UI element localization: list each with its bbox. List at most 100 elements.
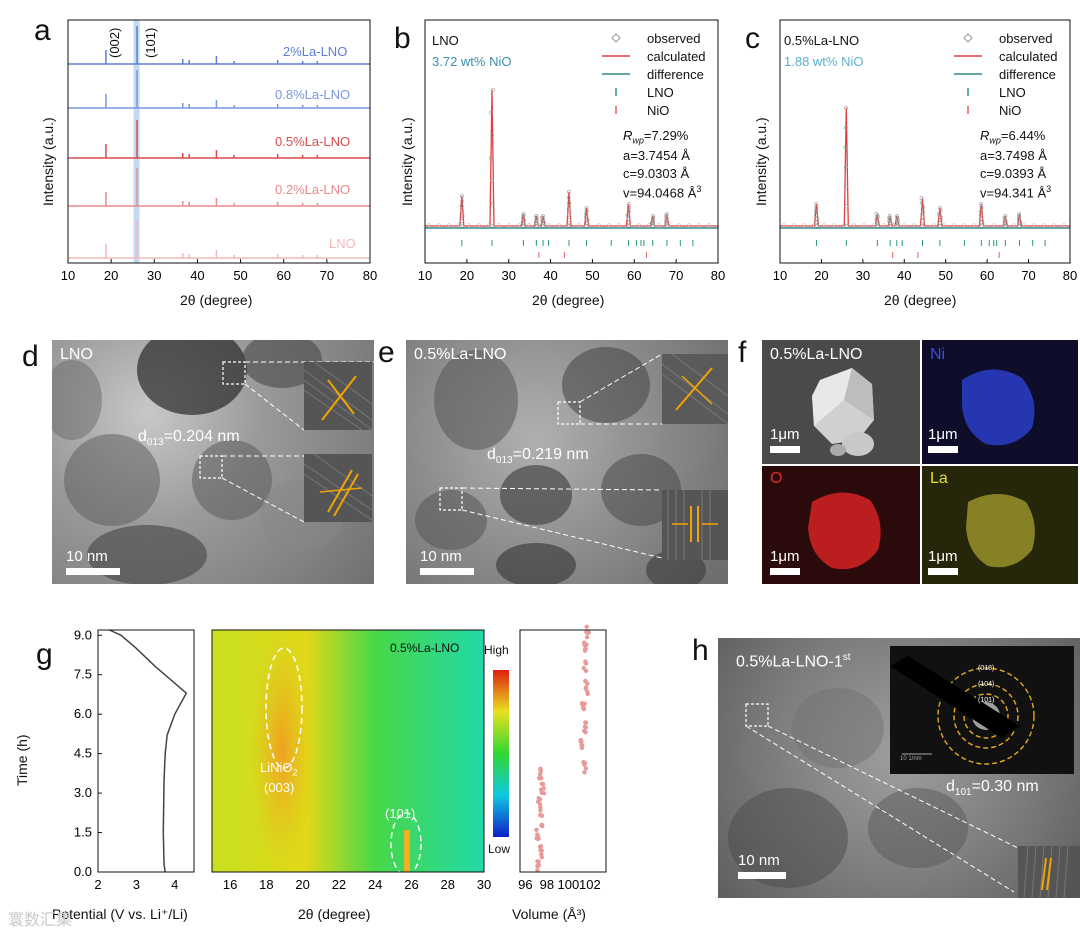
saed-ring-104: (104) <box>978 681 994 688</box>
panel-b-c: c=9.0303 Å <box>623 166 689 181</box>
volume-point <box>583 725 587 729</box>
potential-xtick-label: 4 <box>171 877 178 892</box>
panel-c-xtick-label: 80 <box>1063 268 1077 283</box>
sample-label-2: 2%La-LNO <box>283 44 347 59</box>
panel-a-chart: 10 20 30 40 50 60 70 80 10 20 30 40 50 60 70 80 10 20 30… <box>0 0 1080 320</box>
panel-b-xlabel: 2θ (degree) <box>532 292 604 308</box>
volume-point <box>583 659 587 663</box>
volume-point <box>542 791 546 795</box>
volume-frame <box>520 630 606 872</box>
volume-point <box>584 766 588 770</box>
volume-point <box>583 720 587 724</box>
panel-e-sample: 0.5%La-LNO <box>414 346 507 364</box>
potential-xtick-label: 2 <box>94 877 101 892</box>
volume-point <box>540 782 544 786</box>
panel-d-scale-label: 10 nm <box>66 548 108 565</box>
panel-h-sample: 0.5%La-LNO-1st <box>736 652 851 671</box>
panel-b-xtick-label: 60 <box>627 268 641 283</box>
potential-curve <box>110 630 187 872</box>
volume-point <box>538 813 542 817</box>
volume-point <box>582 642 586 646</box>
panel-a-ylabel: Intensity (a.u.) <box>40 117 56 206</box>
volume-xtick-label: 102 <box>579 877 601 892</box>
panel-a-xtick-label: 80 <box>363 268 377 283</box>
panel-letter-f: f <box>738 336 746 370</box>
panel-c-legend-lno: LNO <box>999 85 1026 100</box>
panel-c-xtick-label: 40 <box>897 268 911 283</box>
map-xtick-label: 16 <box>223 877 237 892</box>
volume-point <box>540 855 544 859</box>
volume-point <box>539 769 543 773</box>
map-xtick-label: 20 <box>295 877 309 892</box>
volume-point <box>538 797 542 801</box>
panel-f-la-label: La <box>930 470 948 488</box>
panel-c-ylabel: Intensity (a.u.) <box>753 117 769 206</box>
sample-label-0-8: 0.8%La-LNO <box>275 87 350 102</box>
map-xtick-label: 30 <box>477 877 491 892</box>
volume-point <box>582 729 586 733</box>
volume-point <box>582 761 586 765</box>
panel-c-xlabel: 2θ (degree) <box>884 292 956 308</box>
panel-c-legend-nio: NiO <box>999 103 1021 118</box>
colorbar-high: High <box>484 643 509 657</box>
sample-label-0-2: 0.2%La-LNO <box>275 182 350 197</box>
panel-letter-h: h <box>692 634 709 668</box>
panel-f-scale-3: 1μm <box>770 548 799 565</box>
panel-a-xtick-label: 30 <box>147 268 161 283</box>
volume-point <box>582 770 586 774</box>
volume-point <box>584 686 588 690</box>
volume-point <box>539 823 543 827</box>
volume-point <box>586 692 590 696</box>
map-xtick-label: 18 <box>259 877 273 892</box>
volume-xtick-label: 100 <box>558 877 580 892</box>
time-ytick-label: 1.5 <box>74 825 92 840</box>
panel-b-v: v=94.0468 Å3 <box>623 184 701 200</box>
panel-f-o-label: O <box>770 470 782 488</box>
saed-ring-018: (018) <box>978 665 994 672</box>
panel-b-legend-nio: NiO <box>647 103 669 118</box>
panel-e-scalebar <box>420 568 474 575</box>
panel-a-xlabel: 2θ (degree) <box>180 292 252 308</box>
peak-101-label: (101) <box>143 28 158 58</box>
panel-e-scale-label: 10 nm <box>420 548 462 565</box>
panel-c-rwp: Rwp=6.44% <box>980 128 1045 146</box>
volume-point <box>538 844 542 848</box>
panel-b-legend-observed: observed <box>647 31 700 46</box>
volume-point <box>539 787 543 791</box>
time-ytick-label: 7.5 <box>74 667 92 682</box>
panel-b-ylabel: Intensity (a.u.) <box>399 117 415 206</box>
panel-c-legend-observed: observed <box>999 31 1052 46</box>
panel-b-xtick-label: 50 <box>585 268 599 283</box>
saed-scale: 10 1/nm <box>900 756 922 762</box>
panel-h-scalebar <box>738 872 786 879</box>
time-ytick-label: 9.0 <box>74 627 92 642</box>
time-ytick-label: 4.5 <box>74 746 92 761</box>
panel-c-xtick-label: 50 <box>938 268 952 283</box>
panel-f-scale-4: 1μm <box>928 548 957 565</box>
watermark: 寰数汇集 <box>8 906 72 930</box>
panel-c-legend-calculated: calculated <box>999 49 1058 64</box>
time-ytick-label: 3.0 <box>74 785 92 800</box>
map-xtick-label: 22 <box>332 877 346 892</box>
panel-d-sample: LNO <box>60 346 93 364</box>
potential-frame <box>98 630 194 872</box>
panel-b-nio: 3.72 wt% NiO <box>432 54 511 69</box>
panel-g-ylabel: Time (h) <box>14 734 30 786</box>
panel-d-scalebar <box>66 568 120 575</box>
panel-c-xtick-label: 60 <box>980 268 994 283</box>
panel-f-ni-label: Ni <box>930 346 945 364</box>
panel-b-legend-difference: difference <box>647 67 704 82</box>
panel-b-xtick-label: 30 <box>501 268 515 283</box>
peak-002-label: (002) <box>107 28 122 58</box>
potential-xtick-label: 3 <box>133 877 140 892</box>
volume-point <box>536 836 540 840</box>
peak-101-map-label: (101) <box>385 806 415 821</box>
panel-h-scale-label: 10 nm <box>738 852 780 869</box>
panel-g-sample: 0.5%La-LNO <box>390 641 459 655</box>
volume-point <box>535 859 539 863</box>
panel-c-xtick-label: 30 <box>856 268 870 283</box>
volume-point <box>584 669 588 673</box>
panel-c-xtick-label: 20 <box>814 268 828 283</box>
panel-g-volume-xlabel: Volume (Å³) <box>512 906 586 922</box>
panel-b-xtick-label: 10 <box>418 268 432 283</box>
